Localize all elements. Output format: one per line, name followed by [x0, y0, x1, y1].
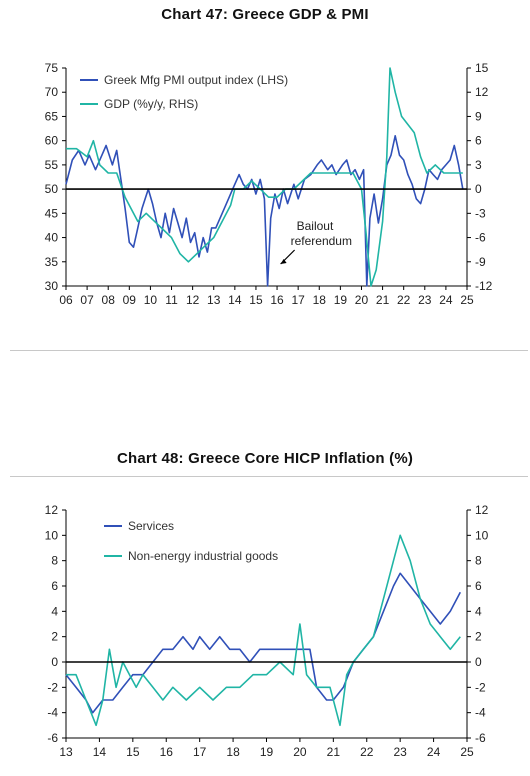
right-tick-label: 12 [475, 503, 489, 517]
chart-48-title: Chart 48: Greece Core HICP Inflation (%) [116, 450, 414, 467]
right-tick-label: -3 [475, 206, 486, 220]
x-tick-label: 23 [393, 745, 407, 759]
x-tick-label: 10 [144, 293, 158, 307]
right-tick-label: 15 [475, 61, 489, 75]
x-tick-label: 19 [260, 745, 274, 759]
x-tick-label: 17 [193, 745, 207, 759]
x-tick-label: 20 [355, 293, 369, 307]
left-tick-label: 45 [45, 206, 59, 220]
chart-47-panel: Chart 47: Greece GDP & PMI 30 35 40 45 50 55 6… [0, 0, 530, 360]
chart-48-top-rule [10, 476, 528, 477]
x-tick-label: 19 [334, 293, 348, 307]
x-tick-label: 25 [460, 293, 474, 307]
x-tick-label: 12 [186, 293, 200, 307]
annotation-label: Bailout [297, 219, 334, 233]
right-tick-label: 10 [475, 528, 489, 542]
annotation-label: referendum [291, 234, 352, 248]
right-tick-label: -6 [475, 231, 486, 245]
annotation-arrowhead [280, 259, 287, 264]
right-tick-label: 6 [475, 134, 482, 148]
left-tick-label: 50 [45, 182, 59, 196]
right-tick-label: 0 [475, 655, 482, 669]
x-tick-label: 21 [327, 745, 341, 759]
x-tick-label: 21 [376, 293, 390, 307]
x-tick-label: 16 [160, 745, 174, 759]
left-tick-label: -6 [47, 731, 58, 745]
x-tick-label: 20 [293, 745, 307, 759]
x-tick-label: 06 [59, 293, 73, 307]
legend-label: Non-energy industrial goods [128, 549, 278, 563]
x-tick-label: 15 [126, 745, 140, 759]
series-line-first [65, 135, 464, 287]
x-tick-label: 24 [427, 745, 441, 759]
right-tick-label: -4 [475, 706, 486, 720]
right-tick-label: 12 [475, 85, 489, 99]
x-tick-label: 22 [360, 745, 374, 759]
right-tick-label: 2 [475, 630, 482, 644]
x-tick-label: 23 [418, 293, 432, 307]
x-tick-label: 14 [228, 293, 242, 307]
x-tick-label: 11 [165, 293, 178, 307]
left-tick-label: 75 [45, 61, 59, 75]
right-tick-label: 4 [475, 604, 482, 618]
x-tick-label: 15 [249, 293, 263, 307]
left-tick-label: 2 [51, 630, 58, 644]
left-tick-label: 8 [51, 554, 58, 568]
left-tick-label: 4 [51, 604, 58, 618]
left-tick-label: 70 [45, 85, 59, 99]
chart-47-bottom-rule [10, 350, 528, 351]
legend-label: Services [128, 519, 174, 533]
right-tick-label: -12 [475, 279, 493, 293]
series-line-first [65, 572, 462, 714]
x-tick-label: 13 [59, 745, 73, 759]
right-tick-label: 0 [475, 182, 482, 196]
x-tick-label: 18 [226, 745, 240, 759]
left-tick-label: 60 [45, 134, 59, 148]
right-tick-label: 8 [475, 554, 482, 568]
left-tick-label: 12 [45, 503, 59, 517]
x-tick-label: 14 [93, 745, 107, 759]
left-tick-label: 55 [45, 158, 59, 172]
left-tick-label: -2 [47, 680, 58, 694]
x-tick-label: 08 [102, 293, 116, 307]
chart-47-title: Chart 47: Greece GDP & PMI [161, 6, 369, 23]
left-tick-label: 10 [45, 528, 59, 542]
left-tick-label: 6 [51, 579, 58, 593]
left-tick-label: 30 [45, 279, 59, 293]
series-line-second [66, 67, 463, 287]
x-tick-label: 16 [270, 293, 284, 307]
right-tick-label: -2 [475, 680, 486, 694]
x-tick-label: 22 [397, 293, 411, 307]
legend-label: GDP (%y/y, RHS) [104, 97, 198, 111]
right-tick-label: 9 [475, 109, 482, 123]
right-tick-label: 3 [475, 158, 482, 172]
series-line-second [66, 534, 461, 727]
right-tick-label: -9 [475, 255, 486, 269]
x-tick-label: 17 [291, 293, 305, 307]
left-tick-label: -4 [47, 706, 58, 720]
chart-48-panel: Chart 48: Greece Core HICP Inflation (%)… [0, 440, 530, 776]
left-tick-label: 0 [51, 655, 58, 669]
legend-label: Greek Mfg PMI output index (LHS) [104, 73, 288, 87]
left-tick-label: 40 [45, 231, 59, 245]
left-tick-label: 35 [45, 255, 59, 269]
x-tick-label: 07 [80, 293, 94, 307]
chart-47-plot: 30 35 40 45 50 55 60 65 70 75 -12 -9 -6 -3 0 3 6 9 12 15 06 0… [45, 61, 493, 307]
x-tick-label: 09 [123, 293, 137, 307]
left-tick-label: 65 [45, 109, 59, 123]
x-tick-label: 13 [207, 293, 221, 307]
x-tick-label: 25 [460, 745, 474, 759]
right-tick-label: -6 [475, 731, 486, 745]
right-tick-label: 6 [475, 579, 482, 593]
x-tick-label: 18 [313, 293, 327, 307]
x-tick-label: 24 [439, 293, 453, 307]
